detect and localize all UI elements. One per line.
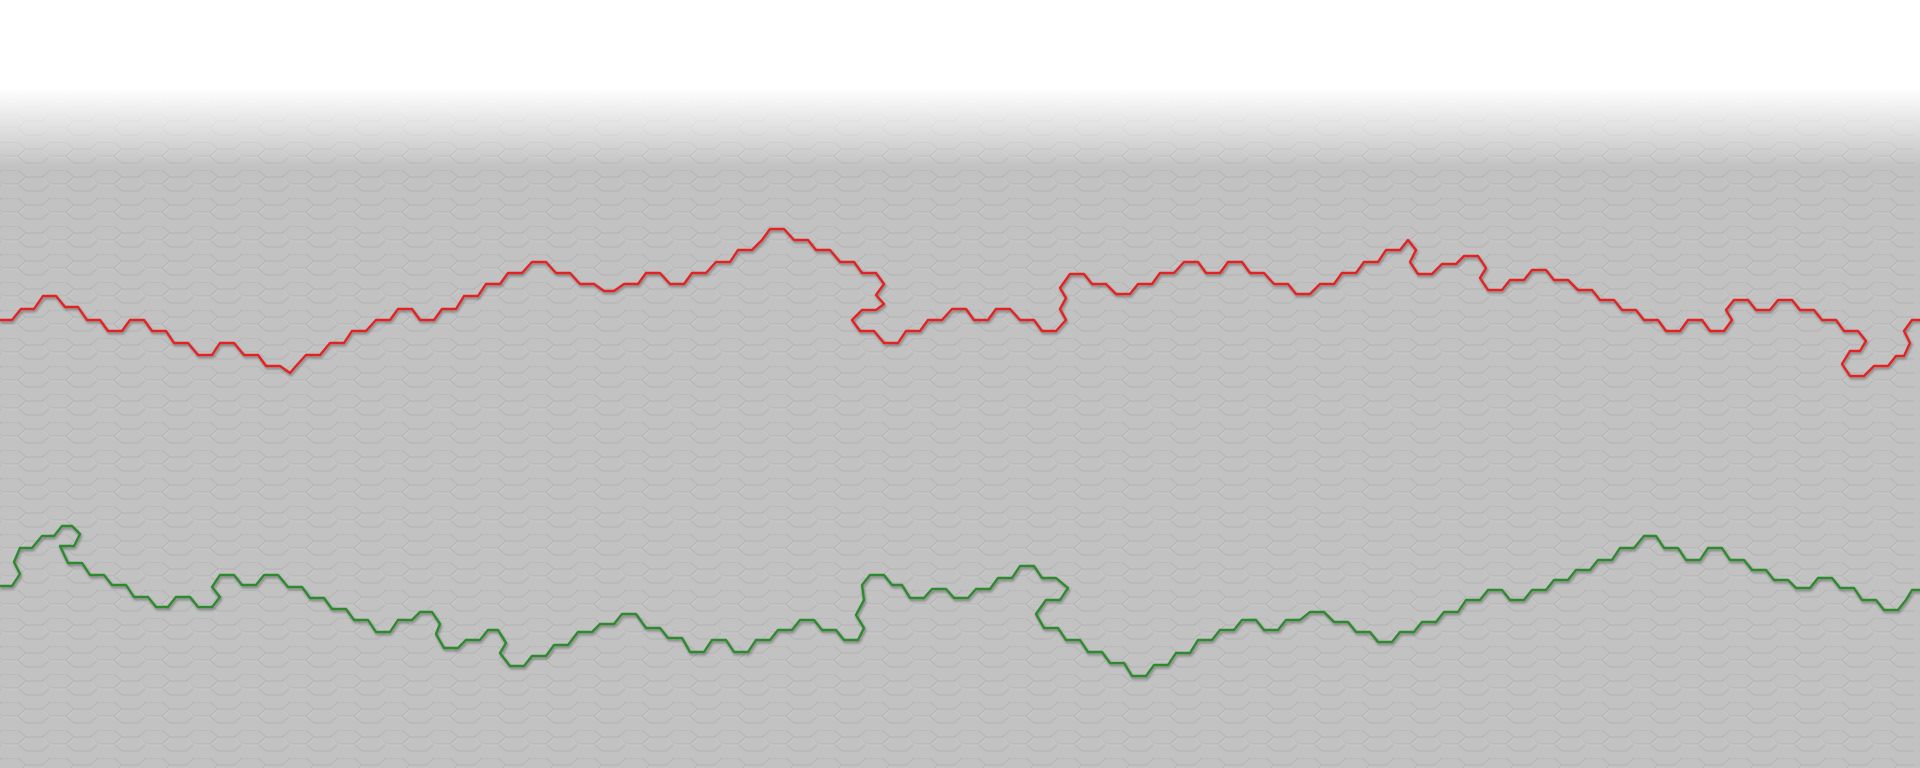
red-path bbox=[0, 227, 1920, 378]
green-path bbox=[0, 524, 1920, 678]
top-fade-gradient bbox=[0, 88, 1920, 168]
top-fade bbox=[0, 0, 1920, 90]
